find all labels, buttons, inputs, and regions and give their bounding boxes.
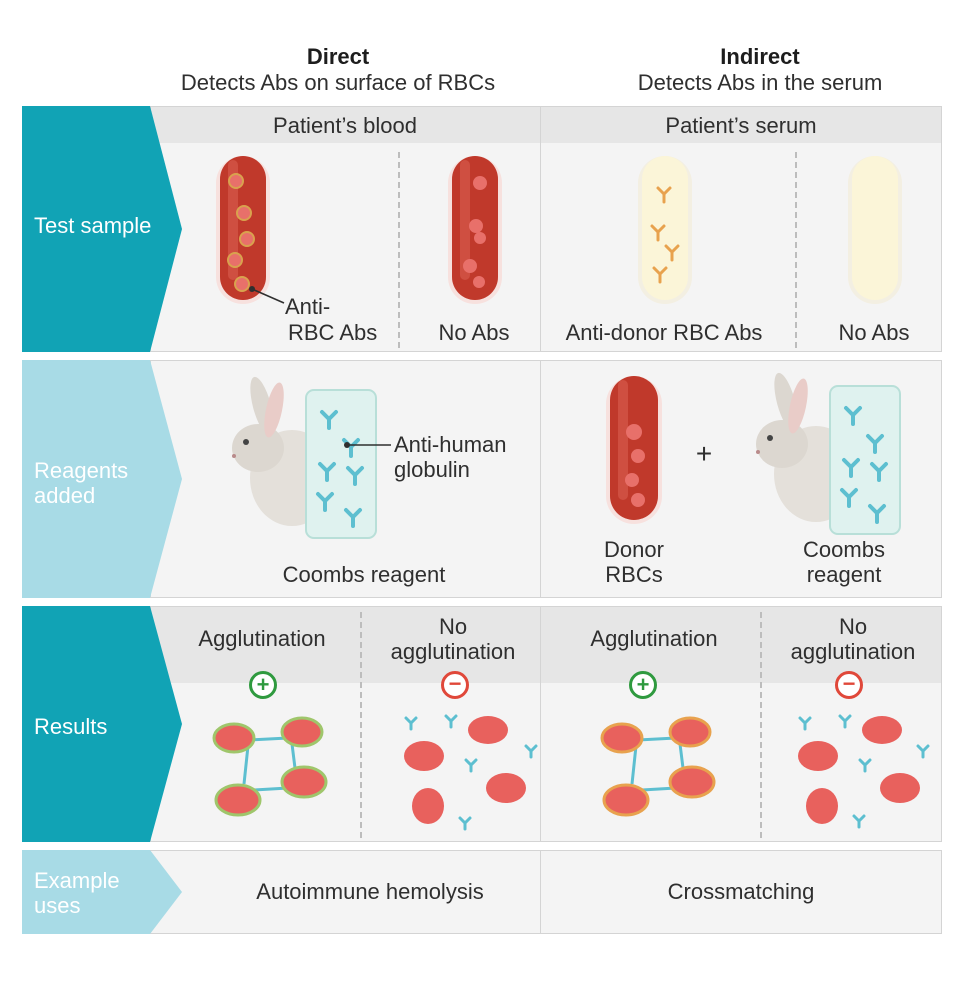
donor-rbcs-label-2: RBCs <box>605 562 663 587</box>
autoimmune-hemolysis-label: Autoimmune hemolysis <box>256 879 484 904</box>
direct-free-rbcs <box>404 714 538 831</box>
direct-positive-icon: + <box>249 671 277 699</box>
row-arrow-reagents <box>22 360 182 598</box>
patients-serum-label: Patient’s serum <box>665 113 817 138</box>
blood-tube-no-antibodies <box>448 156 502 304</box>
test-sample-panel <box>150 106 942 352</box>
coombs-reagent-tube-direct <box>305 389 377 539</box>
direct-agglutination-label: Agglutination <box>198 626 326 651</box>
direct-no-abs-label: No Abs <box>438 320 510 345</box>
coombs-reagent-label-indirect-2: reagent <box>806 562 882 587</box>
reagents-divider <box>540 361 541 597</box>
results-label: Results <box>34 714 108 739</box>
donor-rbcs-label-1: Donor <box>604 537 664 562</box>
serum-tube-with-antibodies <box>638 156 692 304</box>
indirect-positive-icon: + <box>629 671 657 699</box>
anti-rbc-abs-pointer <box>249 286 285 304</box>
example-uses-divider <box>540 851 541 933</box>
coombs-reagent-tube-indirect <box>829 385 901 535</box>
example-uses-label-1: Example <box>34 868 120 893</box>
indirect-no-agglutination-label-2: agglutination <box>790 639 916 664</box>
anti-donor-rbc-abs-label: Anti-donor RBC Abs <box>565 320 763 345</box>
reagents-added-label-1: Reagents <box>34 458 129 483</box>
anti-human-globulin-label-1: Anti-human <box>394 432 507 457</box>
coombs-reagent-label-indirect-1: Coombs <box>803 537 885 562</box>
direct-no-agglutination-label-1: No <box>438 614 468 639</box>
test-sample-label: Test sample <box>34 213 152 238</box>
indirect-negative-icon: − <box>835 671 863 699</box>
direct-agglutinated-rbcs <box>212 716 328 817</box>
direct-title: Direct <box>306 44 370 69</box>
plus-sign: + <box>695 438 713 469</box>
anti-rbc-abs-label-1: Anti- <box>285 294 331 319</box>
row-arrow-results <box>22 606 182 842</box>
donor-rbc-tube <box>606 376 662 524</box>
crossmatching-label: Crossmatching <box>667 879 815 904</box>
indirect-subtitle: Detects Abs in the serum <box>637 70 883 95</box>
results-band <box>151 607 941 683</box>
example-uses-panel <box>150 850 942 934</box>
indirect-no-abs-label: No Abs <box>838 320 910 345</box>
anti-human-globulin-pointer <box>344 442 391 448</box>
results-divider <box>540 607 541 841</box>
results-dash-indirect <box>760 612 762 838</box>
example-uses-label-2: uses <box>34 893 81 918</box>
direct-no-agglutination-label-2: agglutination <box>390 639 516 664</box>
direct-negative-icon: − <box>441 671 469 699</box>
direct-subtitle: Detects Abs on surface of RBCs <box>180 70 496 95</box>
indirect-title: Indirect <box>720 44 800 69</box>
reagents-added-label-2: added <box>34 483 96 508</box>
anti-rbc-abs-label-2: RBC Abs <box>288 320 378 345</box>
test-sample-band <box>151 107 941 143</box>
coombs-reagent-label-direct: Coombs reagent <box>282 562 446 587</box>
patients-blood-label: Patient’s blood <box>273 113 417 138</box>
anti-human-globulin-label-2: globulin <box>394 457 470 482</box>
serum-tube-no-antibodies <box>848 156 902 304</box>
test-sample-dash-direct <box>398 152 400 348</box>
test-sample-divider <box>540 107 541 351</box>
row-arrow-example-uses <box>22 850 182 934</box>
results-dash-direct <box>360 612 362 838</box>
indirect-no-agglutination-label-1: No <box>838 614 868 639</box>
row-arrow-test-sample <box>22 106 182 352</box>
test-sample-dash-indirect <box>795 152 797 348</box>
blood-tube-with-antibodies <box>216 156 270 304</box>
indirect-agglutination-label: Agglutination <box>590 626 718 651</box>
indirect-agglutinated-rbcs <box>600 716 716 817</box>
indirect-free-rbcs <box>798 714 930 829</box>
